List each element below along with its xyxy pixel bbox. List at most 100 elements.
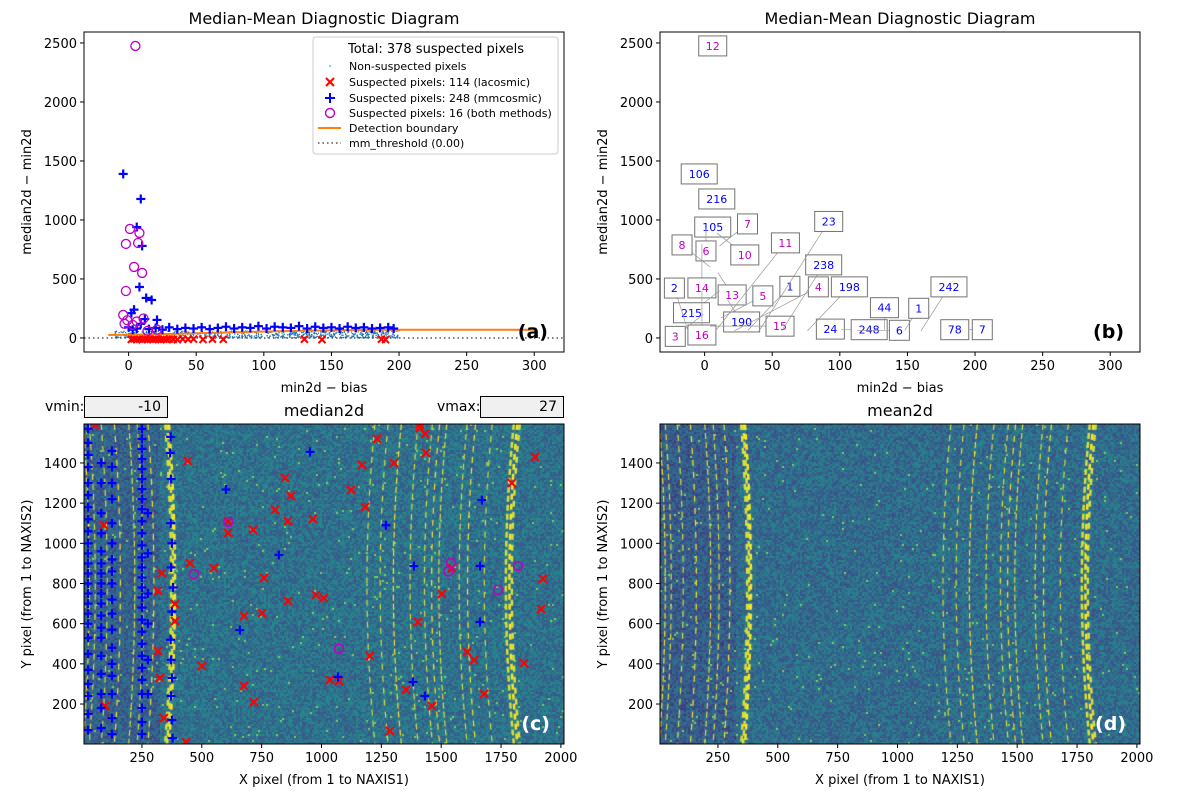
y-tick-label: 600 — [628, 618, 653, 633]
pixel-label-text: 7 — [744, 218, 751, 231]
non-suspected-point — [293, 333, 295, 335]
x-tick-label: 1500 — [425, 751, 458, 766]
mmcosmic-point — [107, 566, 117, 576]
x-tick-label: 1000 — [305, 751, 338, 766]
non-suspected-point — [347, 332, 349, 334]
non-suspected-point — [325, 331, 327, 333]
lacosmic-point-stroke — [300, 335, 309, 344]
lacosmic-point-stroke — [415, 424, 425, 433]
non-suspected-point — [350, 331, 353, 333]
x-tick-label: 100 — [827, 359, 852, 374]
mmcosmic-point — [84, 709, 93, 719]
non-suspected-point — [373, 332, 375, 335]
y-tick-label: 2000 — [620, 96, 653, 111]
pixel-label-box — [908, 297, 930, 319]
mmcosmic-point — [107, 578, 117, 588]
y-tick-label: 800 — [52, 577, 77, 592]
pixel-label-box — [770, 232, 800, 254]
non-suspected-point — [280, 335, 283, 338]
mmcosmic-point — [137, 540, 147, 550]
non-suspected-point — [320, 334, 323, 337]
mmcosmic-point — [375, 323, 385, 333]
y-tick-label: 200 — [628, 698, 653, 713]
non-suspected-point — [272, 334, 275, 336]
vmax-input[interactable]: 27 — [480, 396, 564, 418]
pixel-label: 3 — [664, 314, 704, 347]
non-suspected-point — [273, 334, 276, 337]
pixel-label-text: 23 — [822, 215, 836, 228]
vmax-label: vmax: — [437, 399, 481, 415]
lacosmic-point-stroke — [462, 647, 472, 657]
non-suspected-point — [346, 334, 348, 337]
non-suspected-point — [327, 333, 329, 335]
lacosmic-point — [519, 658, 529, 668]
lacosmic-point — [479, 689, 489, 699]
mmcosmic-point — [359, 322, 369, 332]
non-suspected-point — [287, 334, 289, 336]
pixel-label-text: 12 — [706, 40, 720, 53]
mmcosmic-point — [189, 324, 199, 334]
mean2d-image — [660, 424, 1140, 744]
non-suspected-point — [341, 334, 343, 336]
lacosmic-point — [189, 334, 198, 344]
pixel-label-leader — [734, 286, 819, 332]
y-tick-label: 1000 — [44, 537, 77, 552]
non-suspected-point — [182, 330, 184, 332]
non-suspected-point — [382, 331, 385, 334]
lacosmic-point — [420, 429, 430, 439]
y-tick-label: 1000 — [44, 214, 77, 229]
lacosmic-point — [157, 568, 167, 578]
x-tick-label: 200 — [963, 359, 988, 374]
legend-entry: Detection boundary — [349, 122, 459, 135]
pixel-label: 16 — [687, 290, 717, 346]
mmcosmic-point — [84, 490, 93, 500]
non-suspected-point — [334, 333, 336, 335]
non-suspected-point — [329, 331, 331, 334]
lacosmic-point-stroke — [286, 491, 296, 501]
mmcosmic-point — [420, 691, 430, 701]
non-suspected-point — [130, 332, 132, 335]
pixel-label-box — [663, 277, 685, 299]
non-suspected-point — [293, 336, 296, 339]
non-suspected-point — [298, 333, 301, 336]
mmcosmic-point — [107, 671, 117, 681]
lacosmic-point — [538, 574, 548, 584]
non-suspected-point — [360, 334, 363, 336]
pixel-label-text: 198 — [839, 281, 860, 294]
non-suspected-point — [393, 334, 395, 337]
non-suspected-point — [325, 333, 327, 336]
mmcosmic-point — [84, 502, 93, 512]
pixel-label-text: 215 — [681, 307, 702, 320]
lacosmic-point — [208, 334, 217, 344]
lacosmic-point-stroke — [311, 590, 321, 600]
non-suspected-point — [360, 332, 362, 334]
mmcosmic-point — [137, 717, 147, 727]
lacosmic-point-stroke — [239, 611, 249, 621]
pixel-label: 1 — [904, 297, 930, 331]
non-suspected-point — [341, 331, 344, 334]
non-suspected-point — [305, 333, 308, 336]
x-tick-label: 150 — [319, 359, 344, 374]
non-suspected-point — [390, 335, 392, 337]
mmcosmic-point — [84, 548, 93, 558]
lacosmic-point — [311, 590, 321, 600]
plot-area — [84, 424, 548, 744]
pixel-label-box — [888, 319, 910, 341]
vmin-input[interactable]: -10 — [84, 396, 168, 418]
mmcosmic-point — [381, 520, 391, 530]
pixel-label-box — [971, 319, 993, 341]
mmcosmic-point — [107, 625, 117, 635]
mmcosmic-point — [84, 665, 93, 675]
lacosmic-point — [536, 604, 546, 614]
non-suspected-point — [382, 333, 384, 335]
non-suspected-point — [257, 334, 259, 336]
lacosmic-point-stroke — [248, 525, 258, 535]
pixel-label: 215 — [672, 290, 720, 324]
mmcosmic-point — [137, 528, 147, 538]
mmcosmic-point — [137, 494, 147, 504]
lacosmic-point-stroke — [159, 713, 169, 723]
pixel-label: 15 — [710, 315, 795, 337]
mmcosmic-point — [270, 322, 280, 332]
mmcosmic-point — [137, 504, 147, 514]
